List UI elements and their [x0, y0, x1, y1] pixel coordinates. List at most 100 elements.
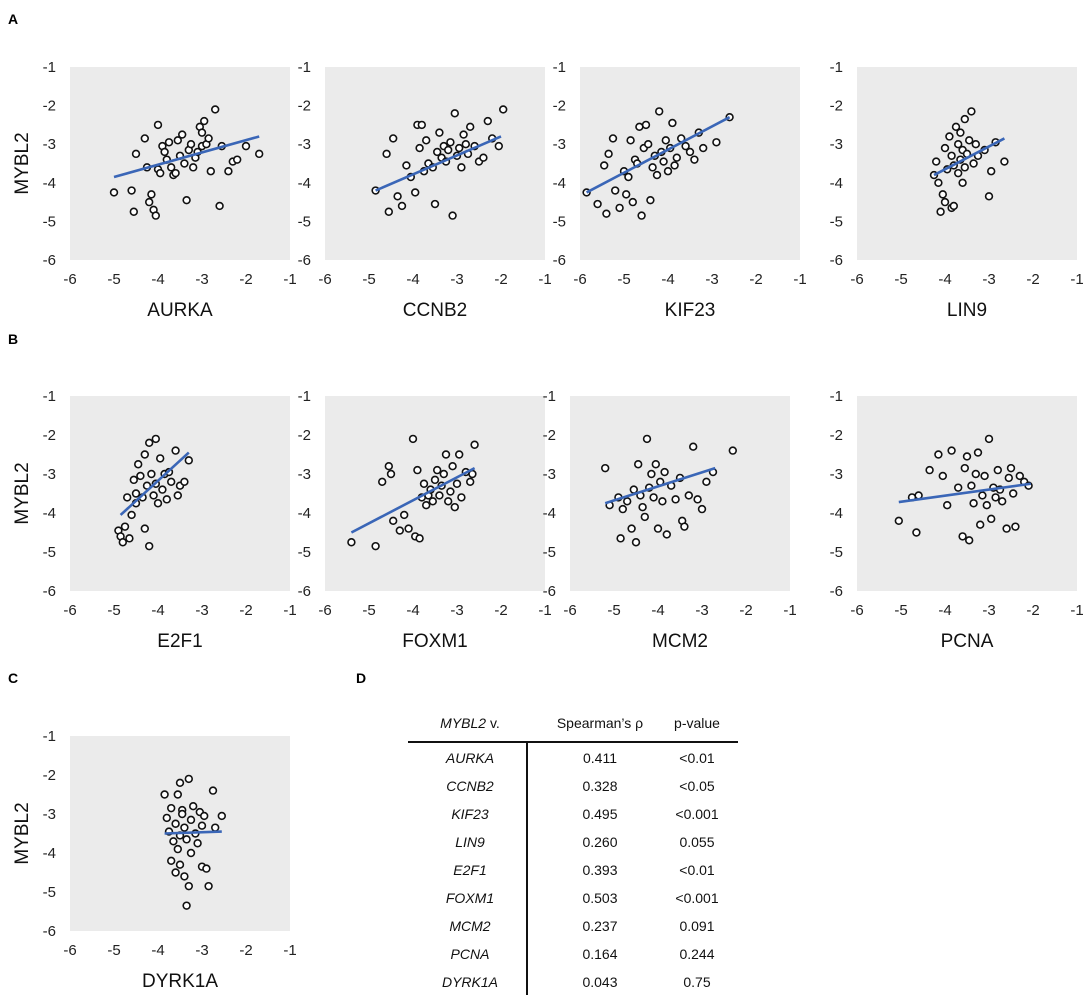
table-cell-pvalue: 0.091	[679, 918, 714, 934]
table-cell-gene: AURKA	[445, 750, 494, 766]
data-point	[147, 190, 156, 199]
scatter-plot-e2f1: -1 -2 -3 -4 -5 -6 -6 -5 -4 -3 -2 -1 E2F1 MYBL2	[12, 388, 297, 652]
data-point	[147, 469, 156, 479]
x-tick-label: -4	[151, 271, 164, 288]
data-point	[180, 159, 189, 168]
data-point	[912, 528, 921, 537]
data-point	[627, 524, 636, 533]
x-tick-label: -6	[318, 602, 331, 619]
data-point	[982, 501, 991, 510]
data-point	[940, 143, 950, 153]
y-tick-label: -6	[543, 583, 556, 600]
plot-background	[570, 396, 790, 591]
data-point	[1004, 473, 1013, 483]
data-point	[953, 140, 963, 149]
data-point	[109, 188, 119, 197]
data-point	[969, 159, 978, 168]
x-tick-label: -4	[151, 942, 164, 959]
data-point	[949, 201, 958, 211]
y-tick-label: -6	[298, 583, 311, 600]
data-point	[975, 520, 985, 529]
spearman-table: MYBL2 v. Spearman’s ρ p-value AURKA 0.411…	[408, 715, 738, 995]
data-point	[175, 778, 185, 787]
x-tick-label: -5	[107, 271, 120, 288]
table-cell-pvalue: <0.001	[675, 806, 718, 822]
data-point	[202, 864, 211, 873]
data-point	[684, 491, 693, 500]
data-point	[129, 475, 139, 485]
data-point	[131, 489, 141, 498]
data-point	[641, 120, 651, 130]
data-point	[466, 477, 475, 486]
data-point	[459, 130, 468, 139]
data-point	[448, 211, 457, 220]
data-point	[208, 786, 218, 795]
data-point	[173, 491, 183, 500]
y-tick-label: -4	[830, 175, 843, 192]
plot-background	[580, 67, 800, 260]
data-point	[153, 499, 163, 508]
trend-line	[375, 135, 502, 192]
x-axis-label: LIN9	[947, 300, 987, 321]
table-row: KIF23 0.495 <0.001	[451, 806, 718, 822]
y-tick-label: -4	[43, 845, 56, 862]
y-tick-label: -2	[543, 427, 556, 444]
data-point	[156, 168, 165, 178]
data-point	[415, 534, 424, 543]
data-point	[167, 163, 176, 172]
data-point	[637, 211, 646, 220]
x-tick-label: -2	[1026, 271, 1039, 288]
data-point	[693, 495, 702, 504]
x-axis-label: FOXM1	[402, 631, 467, 652]
scatter-plot-foxm1: -1 -2 -3 -4 -5 -6 -6 -5 -4 -3 -2 -1 FOXM1	[298, 388, 552, 652]
data-point	[162, 495, 172, 504]
data-point	[180, 823, 189, 832]
data-point	[444, 497, 453, 506]
data-point	[991, 493, 1000, 502]
x-axis-label: MCM2	[652, 631, 708, 652]
scatter-plot-ccnb2: -1 -2 -3 -4 -5 -6 -6 -5 -4 -3 -2 -1 CCNB2	[298, 59, 552, 321]
data-point	[483, 116, 492, 126]
data-point	[986, 514, 996, 524]
y-tick-label: -4	[43, 175, 56, 192]
table-header-gene-suffix: v.	[486, 715, 500, 731]
y-tick-label: -2	[298, 427, 311, 444]
y-tick-label: -5	[830, 544, 843, 561]
data-point	[479, 153, 488, 162]
x-tick-label: -1	[538, 602, 551, 619]
x-tick-label: -1	[1070, 602, 1083, 619]
data-point	[651, 460, 660, 469]
data-point	[457, 163, 466, 172]
data-point	[690, 155, 699, 164]
x-tick-label: -3	[695, 602, 708, 619]
data-point	[371, 541, 380, 551]
y-tick-label: -2	[43, 767, 56, 784]
x-tick-label: -1	[283, 602, 296, 619]
data-point	[1006, 463, 1016, 473]
data-point	[435, 491, 444, 500]
y-tick-label: -2	[43, 427, 56, 444]
y-tick-label: -5	[553, 213, 566, 230]
plot-background	[325, 396, 545, 591]
data-point	[413, 465, 422, 475]
data-point	[167, 477, 176, 486]
y-tick-label: -3	[43, 136, 56, 153]
data-point	[461, 140, 470, 149]
data-point	[182, 195, 191, 205]
data-point	[593, 199, 602, 209]
data-point	[151, 434, 161, 444]
table-header-gene: MYBL2 v.	[440, 715, 500, 731]
y-tick-label: -6	[830, 252, 843, 269]
data-point	[663, 167, 673, 176]
table-row: AURKA 0.411 <0.01	[445, 750, 715, 766]
data-point	[940, 197, 950, 207]
data-point	[433, 147, 442, 157]
x-tick-label: -1	[783, 602, 796, 619]
data-point	[659, 157, 668, 166]
y-tick-label: -2	[830, 427, 843, 444]
table-header-gene-prefix: MYBL2	[440, 715, 486, 731]
data-point	[953, 483, 963, 492]
y-tick-label: -5	[43, 884, 56, 901]
data-point	[171, 868, 180, 877]
x-tick-label: -6	[573, 271, 586, 288]
